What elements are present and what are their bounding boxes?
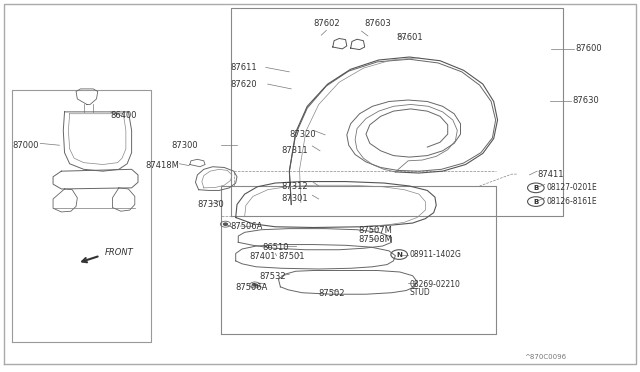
Text: 87508M: 87508M [358,235,392,244]
Text: 87620: 87620 [230,80,257,89]
Text: 87507M: 87507M [358,226,392,235]
Text: 87506A: 87506A [236,283,268,292]
Circle shape [223,223,227,225]
Text: 87603: 87603 [365,19,392,28]
Text: 86510: 86510 [262,243,289,251]
Text: 87602: 87602 [314,19,340,28]
Text: ^870C0096: ^870C0096 [524,354,566,360]
Text: 87532: 87532 [259,272,286,281]
Text: STUD: STUD [410,288,430,297]
Text: FRONT: FRONT [105,248,134,257]
Text: 87330: 87330 [197,200,224,209]
Text: 87320: 87320 [289,129,316,139]
Text: 87411: 87411 [537,170,564,179]
Text: 87501: 87501 [278,252,305,261]
Text: 87600: 87600 [575,44,602,53]
Text: B: B [533,185,538,191]
Text: 08127-0201E: 08127-0201E [547,183,598,192]
Text: 87611: 87611 [230,63,257,72]
Text: 87506A: 87506A [230,222,263,231]
Text: B: B [533,199,538,205]
Text: 87300: 87300 [172,141,198,150]
Circle shape [253,284,257,286]
Text: 86400: 86400 [111,111,137,120]
Text: 08269-02210: 08269-02210 [410,280,460,289]
Text: 87311: 87311 [282,146,308,155]
Text: 87502: 87502 [319,289,345,298]
Text: 87301: 87301 [282,195,308,203]
Text: 87418M: 87418M [146,161,179,170]
Text: 87601: 87601 [397,33,423,42]
Text: 87000: 87000 [12,141,38,150]
Text: N: N [396,251,402,257]
Text: 08126-8161E: 08126-8161E [547,197,597,206]
Text: 08911-1402G: 08911-1402G [410,250,461,259]
Text: 87401: 87401 [250,252,276,261]
Text: 87630: 87630 [572,96,599,105]
Text: 87312: 87312 [282,182,308,190]
